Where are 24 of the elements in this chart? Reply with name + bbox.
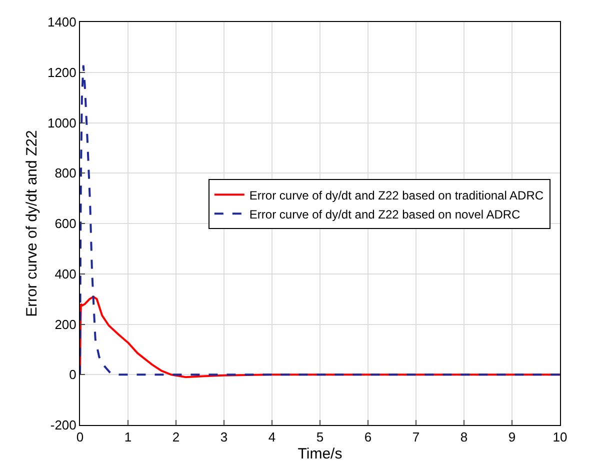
y-tick-label: 400	[54, 266, 76, 282]
y-tick-label: -200	[50, 418, 76, 433]
x-tick-label: 10	[552, 430, 568, 445]
legend-label: Error curve of dy/dt and Z22 based on traditional ADRC	[249, 188, 544, 202]
x-tick-label: 3	[220, 430, 228, 445]
x-tick-label: 5	[316, 430, 324, 445]
legend-label: Error curve of dy/dt and Z22 based on novel ADRC	[249, 207, 521, 222]
y-tick-label: 600	[54, 216, 76, 232]
x-tick-label: 6	[364, 430, 372, 445]
x-tick-label: 9	[508, 430, 516, 445]
y-tick-label: 0	[69, 367, 76, 382]
line-series	[80, 64, 560, 376]
x-axis-title: Time/s	[298, 446, 342, 463]
y-axis-title: Error curve of dy/dt and Z22	[24, 130, 41, 317]
x-tick-label: 4	[268, 430, 276, 445]
y-tick-label: 1200	[47, 64, 76, 80]
y-tick-label: 1000	[47, 115, 76, 130]
y-tick-label: 1400	[47, 14, 76, 30]
x-tick-label: 2	[172, 430, 180, 445]
x-tick-label: 7	[412, 430, 420, 445]
x-tick-label: 1	[124, 430, 132, 445]
x-tick-label: 8	[460, 430, 468, 445]
y-tick-label: 200	[54, 316, 76, 332]
y-tick-label: 800	[54, 166, 76, 181]
